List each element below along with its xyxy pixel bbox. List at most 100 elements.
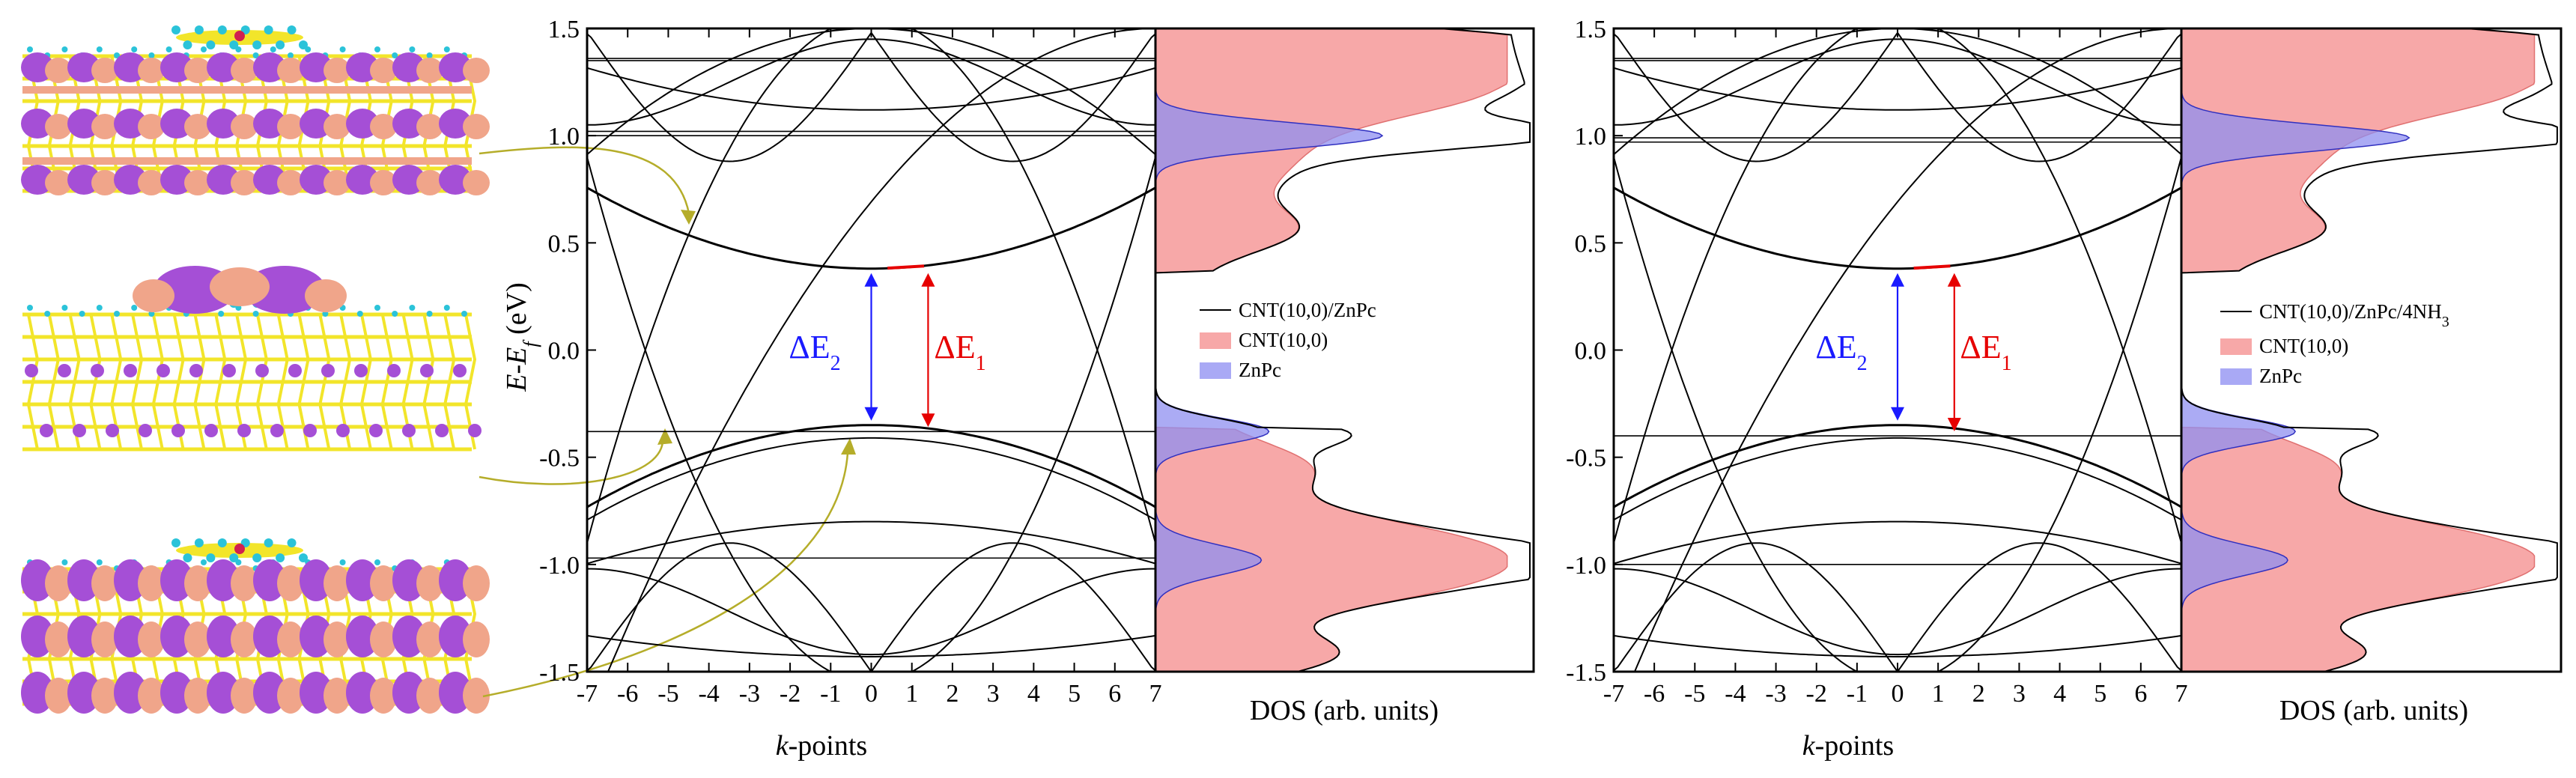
right-dos-plot	[2180, 27, 2563, 673]
lobe-negative	[231, 565, 258, 601]
lobe-small	[91, 364, 104, 377]
lobe-small	[25, 364, 38, 377]
atom-n	[374, 46, 380, 52]
atom-n	[356, 311, 363, 317]
lobe-negative	[210, 267, 270, 306]
lobe-positive	[160, 559, 193, 601]
lobe-small	[73, 424, 86, 437]
x-tick-label: -3	[1765, 680, 1786, 708]
lobe-small	[303, 424, 317, 437]
lobe-positive	[253, 559, 286, 601]
lobe-negative	[91, 622, 118, 657]
left-dos-plot	[1154, 27, 1535, 673]
atom-n	[288, 52, 294, 58]
lobe-positive	[439, 165, 472, 195]
lobe-small	[171, 424, 185, 437]
atom-n	[131, 46, 138, 52]
atom-h	[299, 553, 308, 562]
lobe-positive	[114, 109, 147, 139]
band-edge-highlight	[887, 264, 925, 270]
gap-arrow-head-up	[1947, 273, 1961, 287]
atom-n	[218, 311, 225, 317]
lobe-negative	[231, 678, 258, 714]
gap-arrow-head-down	[1947, 418, 1961, 432]
x-tick-label: 3	[987, 680, 1000, 708]
lobe-positive	[21, 559, 54, 601]
lobe-negative	[231, 114, 258, 139]
atom-h	[206, 553, 216, 562]
atom-h	[171, 538, 180, 547]
lobe-negative	[138, 58, 165, 83]
x-tick-label: -3	[739, 680, 760, 708]
lobe-positive	[439, 672, 472, 714]
lobe-negative	[323, 114, 350, 139]
lobe-band	[22, 86, 472, 94]
atom-n	[322, 311, 329, 317]
atom-h	[287, 538, 297, 547]
x-tick-label: 6	[1108, 680, 1121, 708]
band-valence-2	[1614, 437, 2181, 521]
x-tick-label: 1	[905, 680, 918, 708]
y-tick-label: 0.5	[548, 230, 580, 258]
band-valence-6	[587, 634, 1155, 657]
x-tick-label: -7	[1603, 680, 1624, 708]
x-tick-label: 7	[1149, 680, 1162, 708]
lobe-positive	[300, 559, 332, 601]
dos-frame	[1154, 27, 1535, 673]
lobe-negative	[184, 114, 211, 139]
legend-label-total: CNT(10,0)/ZnPc	[1239, 299, 1376, 321]
atom-n	[96, 305, 103, 311]
atom-h	[171, 25, 180, 34]
y-tick-label: 1.5	[548, 16, 580, 43]
lobe-positive	[207, 165, 240, 195]
atom-n	[165, 46, 172, 52]
lobe-positive	[21, 165, 54, 195]
gap-arrow-head-down	[864, 407, 878, 421]
dos-areas	[1155, 28, 1531, 672]
y-tick-label: -1.5	[1566, 659, 1606, 687]
lobe-positive	[253, 52, 286, 82]
band-conduction-3	[587, 28, 1155, 156]
lobe-positive	[346, 52, 379, 82]
atom-n	[409, 46, 416, 52]
legend-label-znpc: ZnPc	[1239, 359, 1281, 381]
orbital-panel-3	[21, 538, 490, 714]
atom-n	[392, 52, 398, 58]
pointer-arrow	[479, 441, 664, 485]
dos-areas	[2181, 28, 2558, 672]
x-tick-label: 1	[1932, 680, 1945, 708]
lobe-negative	[45, 678, 72, 714]
band-conduction-6	[1614, 38, 2181, 126]
lobe-positive	[392, 52, 425, 82]
x-tick-label: 0	[1892, 680, 1904, 708]
band-conduction-4	[1614, 67, 2181, 111]
atom-n	[61, 46, 68, 52]
x-tick-label: -4	[1725, 680, 1746, 708]
atom-n	[426, 52, 433, 58]
y-tick-label: 1.5	[1575, 16, 1607, 43]
atom-n	[61, 305, 68, 311]
x-tick-label: 5	[2094, 680, 2106, 708]
dos-line-total	[2181, 28, 2558, 672]
lobe-positive	[160, 109, 193, 139]
right-legend: CNT(10,0)/ZnPc/4NH3 CNT(10,0) ZnPc	[2220, 300, 2449, 387]
legend-label-total: CNT(10,0)/ZnPc/4NH3	[2259, 300, 2449, 330]
dos-area-znpc	[1155, 28, 1384, 672]
x-tick-label: 2	[946, 680, 959, 708]
lobe-positive	[114, 165, 147, 195]
legend-swatch-cnt	[1200, 332, 1231, 349]
band-conduction-1	[587, 186, 1155, 270]
band-conduction-3	[1614, 28, 2181, 156]
lobe-positive	[300, 165, 332, 195]
lobe-band	[22, 157, 472, 165]
lobe-small	[58, 364, 71, 377]
x-tick-label: -4	[698, 680, 719, 708]
atom-zn	[234, 544, 245, 554]
orbital-panel-1	[21, 25, 490, 195]
left-delta-e1-label: ΔE1	[934, 329, 985, 375]
tube-bond-zigzag	[380, 314, 393, 450]
left-band-structure-plot: -7 -6 -5 -4 -3 -2 -1 0 1 2 3 4 5 6 7 -1.5 -1.0 -0.5 0.0 0.5…	[539, 16, 1162, 708]
lobe-small	[321, 364, 335, 377]
dos-area-znpc	[2181, 28, 2411, 672]
lobe-small	[270, 424, 284, 437]
